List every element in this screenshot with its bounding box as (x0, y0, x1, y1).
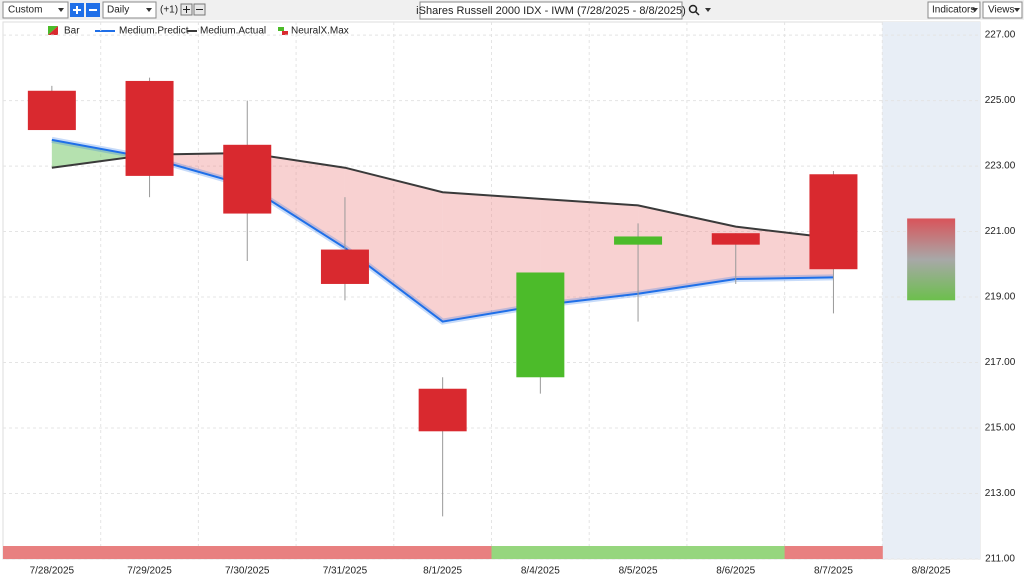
chart-title: iShares Russell 2000 IDX - IWM (7/28/202… (416, 5, 686, 17)
y-tick-label: 211.00 (985, 554, 1015, 565)
line (51, 138, 834, 323)
signal-strip (686, 546, 786, 559)
plus-icon (183, 6, 190, 13)
dropdown-arrow (1014, 8, 1020, 12)
x-tick-label: 8/1/2025 (423, 566, 462, 577)
spread-fill (149, 152, 248, 186)
y-tick-label: 215.00 (985, 423, 1016, 434)
spread-fill (638, 205, 736, 294)
candle-body (27, 90, 76, 131)
candle-body (223, 144, 272, 214)
x-tick-label: 8/6/2025 (716, 566, 755, 577)
candle-body (125, 80, 174, 176)
forecast-box (907, 218, 956, 301)
legend-label: Bar (64, 26, 80, 37)
legend-label: Medium.Actual (200, 26, 266, 37)
y-tick-label: 225.00 (985, 95, 1016, 106)
range-label: Custom (8, 5, 42, 16)
search-icon[interactable] (688, 4, 698, 14)
interval-select[interactable] (102, 1, 157, 19)
x-tick-label: 7/30/2025 (225, 566, 270, 577)
line (51, 151, 834, 240)
x-tick-label: 7/28/2025 (30, 566, 75, 577)
range-select[interactable] (2, 1, 69, 19)
indicators-label: Indicators (932, 5, 975, 16)
candle-body (809, 174, 858, 270)
search-handle (694, 10, 700, 16)
symbol-box[interactable] (419, 1, 683, 20)
legend-label: Medium.Predict (119, 26, 189, 37)
y-tick-label: 221.00 (985, 226, 1016, 237)
x-tick-label: 7/31/2025 (323, 566, 368, 577)
spread-fill (247, 152, 345, 248)
dropdown-arrow (972, 8, 978, 12)
x-tick-label: 8/8/2025 (912, 566, 951, 577)
spread-fill (51, 139, 140, 168)
legend-swatch (278, 27, 284, 31)
x-tick-label: 8/7/2025 (814, 566, 853, 577)
signal-strip (100, 546, 199, 559)
views-button[interactable] (982, 1, 1023, 19)
dropdown-arrow (146, 8, 152, 12)
signal-strip (296, 546, 395, 559)
spread-fill (442, 192, 541, 322)
indicators-button[interactable] (927, 1, 981, 19)
legend-label: NeuralX.Max (291, 26, 349, 37)
interval-label: Daily (107, 5, 129, 16)
views-label: Views (988, 5, 1015, 16)
candle-body (711, 233, 760, 245)
dropdown-arrow (705, 8, 711, 12)
legend-swatch (48, 26, 58, 35)
spread-fill (344, 167, 443, 322)
candle-body (418, 388, 467, 432)
offset-label: (+1) (160, 5, 178, 16)
plus-icon (73, 6, 81, 14)
y-tick-label: 227.00 (985, 30, 1016, 41)
x-tick-label: 7/29/2025 (127, 566, 172, 577)
dropdown-arrow (58, 8, 64, 12)
legend-swatch (282, 31, 288, 35)
signal-strip (3, 546, 102, 559)
legend: Bar Medium.Predict Medium.Actual NeuralX… (48, 26, 349, 37)
x-tick-label: 8/5/2025 (619, 566, 658, 577)
candle-body (516, 272, 565, 378)
x-tick-label: 8/4/2025 (521, 566, 560, 577)
spread-fill (735, 226, 834, 280)
signal-strip (393, 546, 492, 559)
spread-fill (540, 198, 639, 306)
candle-body (320, 249, 369, 284)
signal-strip (589, 546, 688, 559)
y-tick-label: 223.00 (985, 161, 1016, 172)
candle-body (614, 236, 663, 245)
y-tick-label: 219.00 (985, 292, 1016, 303)
signal-strip (784, 546, 883, 559)
y-tick-label: 213.00 (985, 488, 1016, 499)
signal-strip (198, 546, 297, 559)
signal-strip (491, 546, 590, 559)
y-tick-label: 217.00 (985, 357, 1016, 368)
